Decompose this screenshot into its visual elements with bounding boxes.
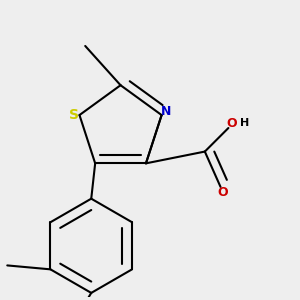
- Text: H: H: [240, 118, 250, 128]
- Text: O: O: [226, 117, 237, 130]
- Text: S: S: [69, 108, 79, 122]
- Text: O: O: [217, 186, 228, 199]
- Text: N: N: [161, 105, 172, 119]
